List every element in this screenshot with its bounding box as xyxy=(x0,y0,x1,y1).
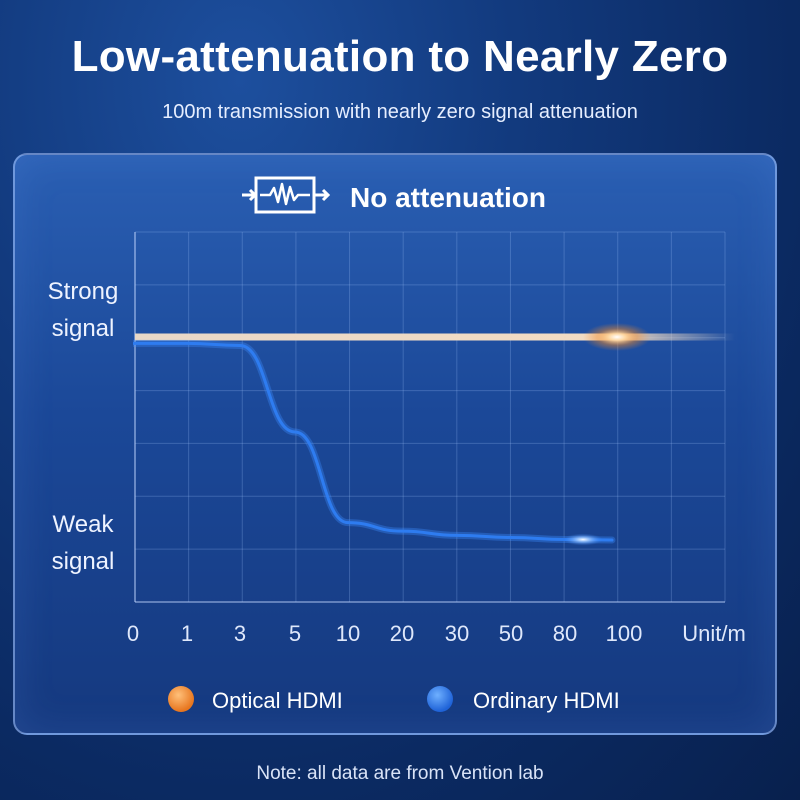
x-tick-label: 100 xyxy=(606,621,643,646)
x-tick-label: 30 xyxy=(445,621,469,646)
page-subtitle: 100m transmission with nearly zero signa… xyxy=(162,101,638,123)
legend-swatch-optical xyxy=(168,686,194,712)
legend-label-ordinary: Ordinary HDMI xyxy=(473,688,620,713)
x-tick-label: 50 xyxy=(499,621,523,646)
legend-swatch-ordinary xyxy=(427,686,453,712)
x-tick-label: 3 xyxy=(234,621,246,646)
y-label-weak: Weak signal xyxy=(51,511,115,575)
legend-label-optical: Optical HDMI xyxy=(212,688,343,713)
x-tick-label: 5 xyxy=(289,621,301,646)
waveform-icon xyxy=(242,176,330,214)
x-tick-label: 20 xyxy=(390,621,414,646)
page-title: Low-attenuation to Nearly Zero xyxy=(71,32,729,81)
series-line-optical xyxy=(135,333,735,341)
x-tick-label: 80 xyxy=(553,621,577,646)
series-line-ordinary-glow xyxy=(131,339,616,544)
footnote: Note: all data are from Vention lab xyxy=(256,763,544,784)
x-tick-label: 10 xyxy=(336,621,360,646)
x-unit-label: Unit/m xyxy=(682,621,746,646)
x-tick-label: 1 xyxy=(181,621,193,646)
y-label-strong: Strong signal xyxy=(47,278,119,342)
chart-panel xyxy=(13,153,777,735)
glow-optical xyxy=(583,323,651,351)
chart-grid xyxy=(134,231,726,602)
chart-axes xyxy=(134,232,725,603)
glow-ordinary xyxy=(563,533,603,546)
header-title: No attenuation xyxy=(350,182,546,213)
x-tick-label: 0 xyxy=(127,621,139,646)
series-line-ordinary xyxy=(133,341,614,542)
chart-series xyxy=(131,323,735,546)
x-tick-labels: 0 1 3 5 10 20 30 50 80 100 Unit/m xyxy=(127,621,746,646)
